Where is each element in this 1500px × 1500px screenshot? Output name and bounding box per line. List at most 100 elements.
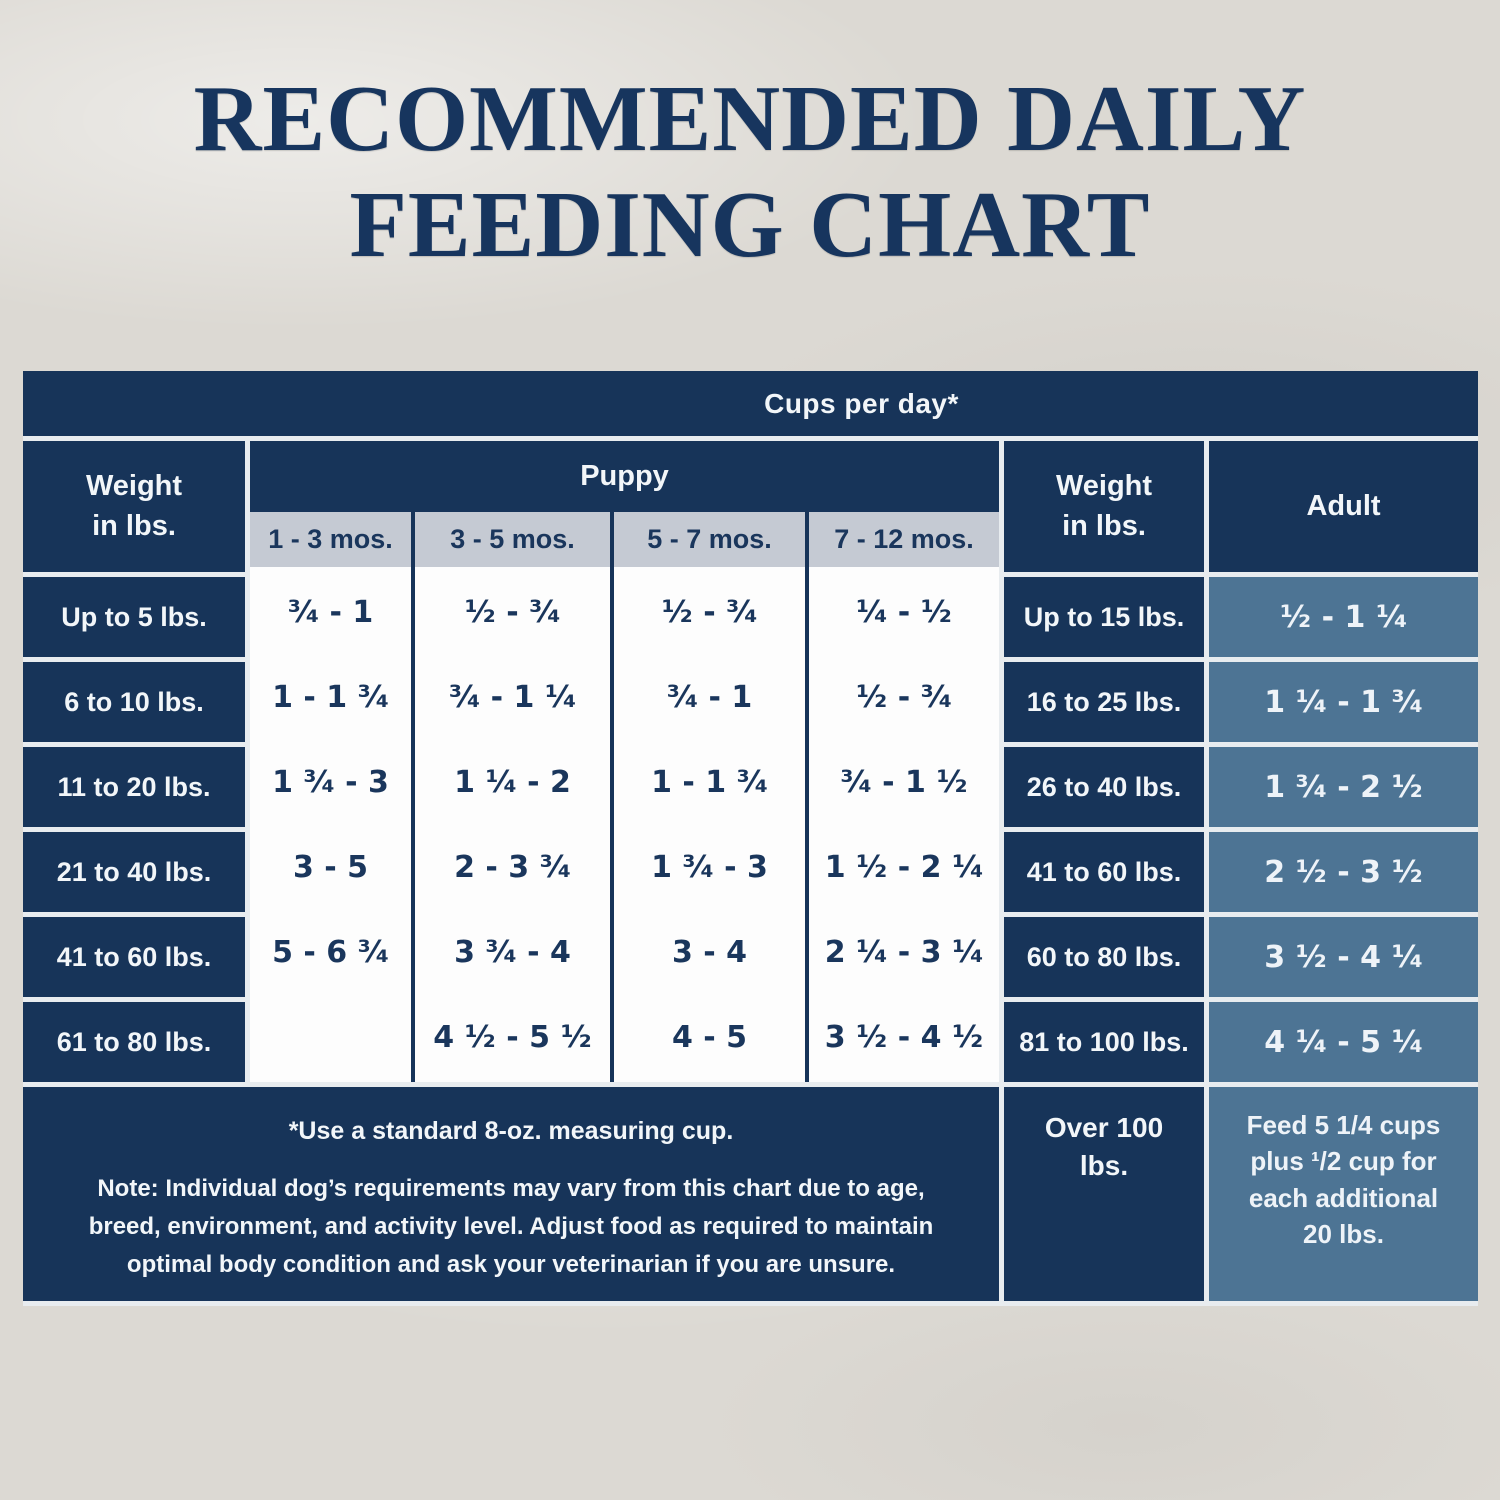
- divider: [245, 441, 250, 1082]
- adult-value-cell: 1 ³⁄₄ - 2 ¹⁄₂: [1209, 747, 1478, 827]
- divider: [1209, 827, 1478, 832]
- table-body: Weight in lbs. Up to 5 lbs. 6 to 10 lbs.…: [23, 441, 1478, 1082]
- left-weight-cell: Up to 5 lbs.: [23, 577, 245, 657]
- value-cell: ¹⁄₄ - ¹⁄₂: [856, 594, 952, 630]
- footnotes-block: *Use a standard 8-oz. measuring cup. Not…: [23, 1087, 999, 1301]
- age-column-header: 7 - 12 mos.: [809, 512, 999, 567]
- value-cell: 1 ¹⁄₄ - 2: [454, 764, 571, 800]
- divider: [23, 827, 245, 832]
- value-cell: 4 ¹⁄₂ - 5 ¹⁄₂: [433, 1019, 592, 1055]
- age-column-values: ³⁄₄ - 1 1 - 1 ³⁄₄ 1 ³⁄₄ - 3 3 - 5 5 - 6 …: [250, 567, 411, 1082]
- left-weight-column: Weight in lbs. Up to 5 lbs. 6 to 10 lbs.…: [23, 441, 245, 1082]
- age-column-header: 5 - 7 mos.: [614, 512, 805, 567]
- left-weight-cell: 61 to 80 lbs.: [23, 1002, 245, 1082]
- disclaimer-note: Note: Individual dog’s requirements may …: [88, 1175, 934, 1278]
- value-cell: 3 ¹⁄₂ - 4 ¹⁄₂: [824, 1019, 984, 1055]
- divider: [23, 912, 245, 917]
- right-weight-cell: 60 to 80 lbs.: [1004, 917, 1204, 997]
- age-column-header: 3 - 5 mos.: [415, 512, 610, 567]
- puppy-columns: 1 - 3 mos. ³⁄₄ - 1 1 - 1 ³⁄₄ 1 ³⁄₄ - 3 3…: [250, 512, 999, 1082]
- age-column-header: 1 - 3 mos.: [250, 512, 411, 567]
- divider: [1004, 572, 1204, 577]
- divider: [23, 436, 1478, 441]
- puppy-section: Puppy 1 - 3 mos. ³⁄₄ - 1 1 - 1 ³⁄₄ 1 ³⁄₄…: [250, 441, 999, 1082]
- over-100-feeding-cell: Feed 5 1/4 cups plus ¹/2 cup for each ad…: [1209, 1087, 1478, 1301]
- value-cell: ¹⁄₂ - ³⁄₄: [856, 679, 952, 715]
- over-100-weight-cell: Over 100 lbs.: [1004, 1087, 1204, 1301]
- value-cell: ³⁄₄ - 1: [666, 679, 753, 715]
- right-weight-column: Weight in lbs. Up to 15 lbs. 16 to 25 lb…: [1004, 441, 1204, 1082]
- divider: [23, 1301, 1478, 1306]
- age-column-values: ¹⁄₂ - ³⁄₄ ³⁄₄ - 1 ¹⁄₄ 1 ¹⁄₄ - 2 2 - 3 ³⁄…: [415, 567, 610, 1082]
- adult-column: Adult ¹⁄₂ - 1 ¹⁄₄ 1 ¹⁄₄ - 1 ³⁄₄ 1 ³⁄₄ - …: [1209, 441, 1478, 1082]
- left-weight-header: Weight in lbs.: [23, 441, 245, 572]
- value-cell: 2 - 3 ³⁄₄: [454, 849, 571, 885]
- measuring-cup-note: *Use a standard 8-oz. measuring cup.: [288, 1117, 734, 1145]
- divider: [999, 1087, 1004, 1301]
- left-weight-cell: 21 to 40 lbs.: [23, 832, 245, 912]
- divider: [1209, 657, 1478, 662]
- unit-header-bar: Cups per day*: [23, 371, 1478, 436]
- value-cell: ³⁄₄ - 1 ¹⁄₄: [448, 679, 577, 715]
- column-divider: [610, 512, 614, 1082]
- divider: [23, 1082, 1478, 1087]
- divider: [1004, 742, 1204, 747]
- value-cell: 1 ¹⁄₂ - 2 ¹⁄₄: [824, 849, 984, 885]
- adult-value-cell: ¹⁄₂ - 1 ¹⁄₄: [1209, 577, 1478, 657]
- divider: [1004, 827, 1204, 832]
- puppy-age-column-3-5: 3 - 5 mos. ¹⁄₂ - ³⁄₄ ³⁄₄ - 1 ¹⁄₄ 1 ¹⁄₄ -…: [415, 512, 610, 1082]
- age-column-values: ¹⁄₂ - ³⁄₄ ³⁄₄ - 1 1 - 1 ³⁄₄ 1 ³⁄₄ - 3 3 …: [614, 567, 805, 1082]
- divider: [1004, 657, 1204, 662]
- divider: [1209, 742, 1478, 747]
- value-cell: ³⁄₄ - 1 ¹⁄₂: [840, 764, 968, 800]
- value-cell: 1 - 1 ³⁄₄: [272, 679, 389, 715]
- age-column-values: ¹⁄₄ - ¹⁄₂ ¹⁄₂ - ³⁄₄ ³⁄₄ - 1 ¹⁄₂ 1 ¹⁄₂ - …: [809, 567, 999, 1082]
- left-weight-cell: 11 to 20 lbs.: [23, 747, 245, 827]
- value-cell: ¹⁄₂ - ³⁄₄: [661, 594, 758, 630]
- divider: [1209, 997, 1478, 1002]
- value-cell: 2 ¹⁄₄ - 3 ¹⁄₄: [824, 934, 984, 970]
- value-cell: 5 - 6 ³⁄₄: [272, 934, 389, 970]
- value-cell: 3 - 4: [671, 934, 748, 970]
- right-weight-cell: 26 to 40 lbs.: [1004, 747, 1204, 827]
- column-divider: [805, 512, 809, 1082]
- value-cell: 3 - 5: [292, 849, 369, 885]
- puppy-age-column-1-3: 1 - 3 mos. ³⁄₄ - 1 1 - 1 ³⁄₄ 1 ³⁄₄ - 3 3…: [250, 512, 411, 1082]
- adult-value-cell: 1 ¹⁄₄ - 1 ³⁄₄: [1209, 662, 1478, 742]
- divider: [1209, 572, 1478, 577]
- right-weight-cell: 81 to 100 lbs.: [1004, 1002, 1204, 1082]
- adult-header: Adult: [1209, 441, 1478, 572]
- puppy-age-column-7-12: 7 - 12 mos. ¹⁄₄ - ¹⁄₂ ¹⁄₂ - ³⁄₄ ³⁄₄ - 1 …: [809, 512, 999, 1082]
- adult-value-cell: 4 ¹⁄₄ - 5 ¹⁄₄: [1209, 1002, 1478, 1082]
- divider: [23, 997, 245, 1002]
- value-cell: 4 - 5: [671, 1019, 748, 1055]
- footer-row: *Use a standard 8-oz. measuring cup. Not…: [23, 1087, 1478, 1301]
- value-cell: [250, 997, 411, 1077]
- value-cell: 1 ³⁄₄ - 3: [651, 849, 768, 885]
- right-weight-cell: Up to 15 lbs.: [1004, 577, 1204, 657]
- adult-value-cell: 2 ¹⁄₂ - 3 ¹⁄₂: [1209, 832, 1478, 912]
- divider: [999, 441, 1004, 1082]
- divider: [1204, 1087, 1209, 1301]
- page-title: RECOMMENDED DAILY FEEDING CHART: [193, 67, 1307, 278]
- column-divider: [411, 512, 415, 1082]
- right-weight-header: Weight in lbs.: [1004, 441, 1204, 572]
- value-cell: 3 ³⁄₄ - 4: [454, 934, 571, 970]
- divider: [23, 657, 245, 662]
- adult-value-cell: 3 ¹⁄₂ - 4 ¹⁄₄: [1209, 917, 1478, 997]
- puppy-age-column-5-7: 5 - 7 mos. ¹⁄₂ - ³⁄₄ ³⁄₄ - 1 1 - 1 ³⁄₄ 1…: [614, 512, 805, 1082]
- right-weight-cell: 41 to 60 lbs.: [1004, 832, 1204, 912]
- value-cell: ³⁄₄ - 1: [287, 594, 374, 630]
- divider: [23, 742, 245, 747]
- value-cell: ¹⁄₂ - ³⁄₄: [464, 594, 561, 630]
- puppy-header: Puppy: [250, 441, 999, 512]
- unit-header-label: Cups per day*: [764, 387, 959, 419]
- left-weight-cell: 6 to 10 lbs.: [23, 662, 245, 742]
- divider: [23, 572, 245, 577]
- divider: [1209, 912, 1478, 917]
- divider: [1004, 912, 1204, 917]
- value-cell: 1 ³⁄₄ - 3: [272, 764, 389, 800]
- left-weight-cell: 41 to 60 lbs.: [23, 917, 245, 997]
- divider: [1004, 997, 1204, 1002]
